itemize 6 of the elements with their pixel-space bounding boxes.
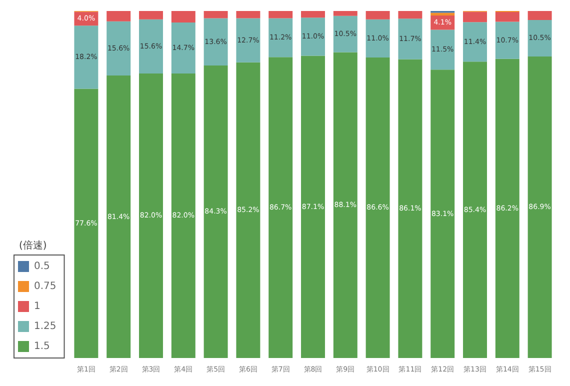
legend-label: 1.25 xyxy=(34,321,56,332)
legend-label: 1 xyxy=(34,301,40,312)
legend-label: 1.5 xyxy=(34,341,50,352)
legend-label: 0.75 xyxy=(34,281,56,292)
legend-title: (倍速) xyxy=(19,240,47,252)
legend-label: 0.5 xyxy=(34,261,50,272)
